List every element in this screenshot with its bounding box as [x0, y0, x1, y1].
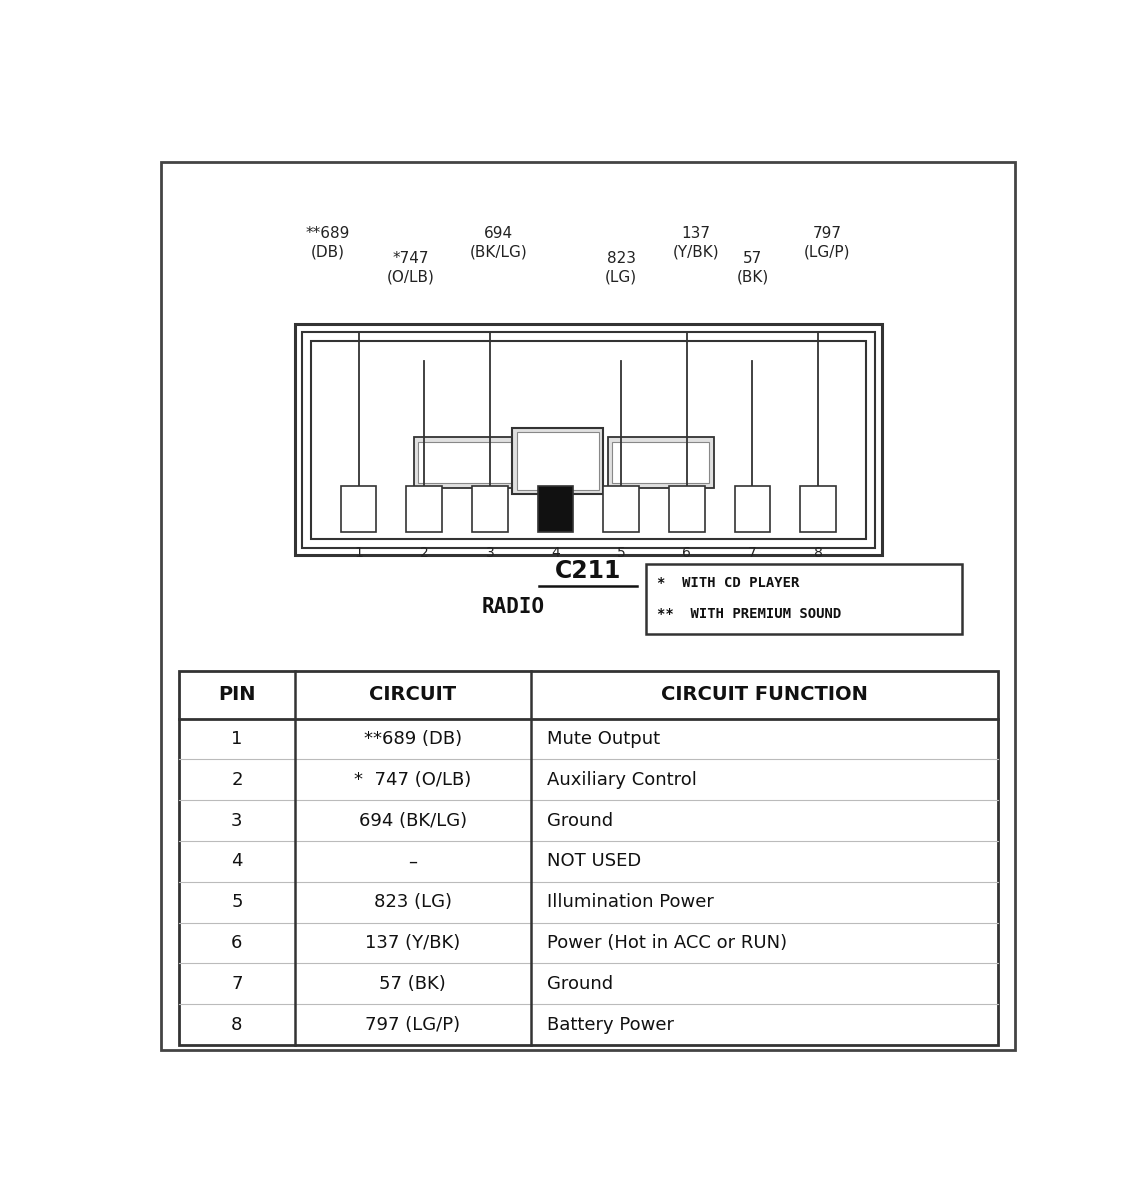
- Text: NOT USED: NOT USED: [546, 852, 641, 870]
- Text: 4: 4: [551, 546, 560, 560]
- Text: Auxiliary Control: Auxiliary Control: [546, 770, 697, 788]
- Text: 797
(LG/P): 797 (LG/P): [804, 226, 851, 259]
- Text: *  WITH CD PLAYER: * WITH CD PLAYER: [657, 576, 799, 590]
- Text: *  747 (O/LB): * 747 (O/LB): [354, 770, 472, 788]
- Bar: [646, 564, 962, 634]
- Text: CIRCUIT: CIRCUIT: [369, 685, 456, 704]
- Bar: [517, 432, 599, 490]
- Text: Illumination Power: Illumination Power: [546, 893, 713, 911]
- Text: 5: 5: [616, 546, 626, 560]
- Text: 57 (BK): 57 (BK): [379, 974, 447, 992]
- Text: 137
(Y/BK): 137 (Y/BK): [673, 226, 719, 259]
- Text: 6: 6: [682, 546, 691, 560]
- Bar: [302, 331, 875, 547]
- Bar: [295, 324, 882, 556]
- Text: 823 (LG): 823 (LG): [373, 893, 451, 911]
- Bar: [512, 427, 604, 494]
- Text: 5: 5: [231, 893, 242, 911]
- Text: 2: 2: [420, 546, 428, 560]
- Text: 57
(BK): 57 (BK): [736, 251, 768, 284]
- Text: 8: 8: [231, 1015, 242, 1033]
- Bar: [735, 486, 770, 532]
- Text: PIN: PIN: [218, 685, 256, 704]
- Text: Mute Output: Mute Output: [546, 730, 660, 748]
- Bar: [472, 486, 507, 532]
- Text: 8: 8: [814, 546, 822, 560]
- Text: 4: 4: [231, 852, 242, 870]
- Text: 1: 1: [355, 546, 363, 560]
- Text: **689
(DB): **689 (DB): [305, 226, 350, 259]
- Text: 137 (Y/BK): 137 (Y/BK): [365, 934, 460, 952]
- Bar: [612, 442, 709, 484]
- Text: 7: 7: [748, 546, 757, 560]
- Text: **  WITH PREMIUM SOUND: ** WITH PREMIUM SOUND: [657, 607, 841, 620]
- Bar: [179, 671, 998, 1045]
- Text: 694 (BK/LG): 694 (BK/LG): [358, 811, 467, 829]
- Bar: [418, 442, 519, 484]
- Text: 6: 6: [231, 934, 242, 952]
- Text: C211: C211: [556, 559, 621, 583]
- Text: 694
(BK/LG): 694 (BK/LG): [470, 226, 528, 259]
- Text: CIRCUIT FUNCTION: CIRCUIT FUNCTION: [660, 685, 868, 704]
- Text: 797 (LG/P): 797 (LG/P): [365, 1015, 460, 1033]
- Text: RADIO: RADIO: [481, 598, 544, 617]
- Text: –: –: [409, 852, 417, 870]
- Text: 7: 7: [231, 974, 242, 992]
- Bar: [413, 437, 523, 487]
- Bar: [800, 486, 836, 532]
- Text: *747
(O/LB): *747 (O/LB): [387, 251, 435, 284]
- Text: 3: 3: [486, 546, 495, 560]
- Text: Ground: Ground: [546, 811, 613, 829]
- Bar: [406, 486, 442, 532]
- Bar: [604, 486, 639, 532]
- Bar: [341, 486, 377, 532]
- Text: 2: 2: [231, 770, 242, 788]
- Text: 3: 3: [231, 811, 242, 829]
- Text: 823
(LG): 823 (LG): [605, 251, 637, 284]
- Bar: [607, 437, 714, 487]
- Text: Power (Hot in ACC or RUN): Power (Hot in ACC or RUN): [546, 934, 786, 952]
- Text: Ground: Ground: [546, 974, 613, 992]
- Bar: [669, 486, 705, 532]
- Bar: [311, 341, 866, 539]
- Text: **689 (DB): **689 (DB): [364, 730, 461, 748]
- Bar: [537, 486, 573, 532]
- Text: 1: 1: [231, 730, 242, 748]
- Text: Battery Power: Battery Power: [546, 1015, 674, 1033]
